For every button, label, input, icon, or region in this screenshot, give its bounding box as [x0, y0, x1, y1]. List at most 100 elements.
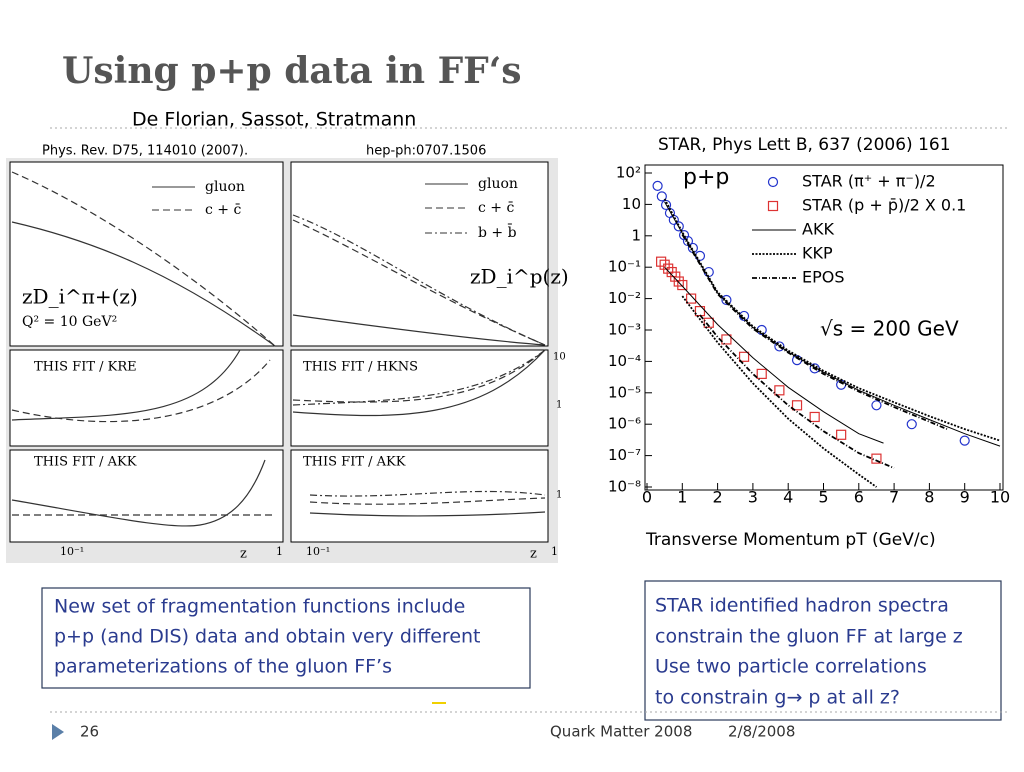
curve — [292, 349, 546, 417]
y-tick-label: 10⁻⁷ — [608, 446, 641, 464]
axis-label: 10 — [553, 352, 566, 363]
reference: Phys. Rev. D75, 114010 (2007). — [42, 144, 248, 159]
curve — [11, 459, 266, 527]
curve — [292, 219, 546, 346]
data-point — [738, 351, 750, 362]
data-point — [721, 294, 732, 306]
axis-label: z — [240, 547, 247, 562]
text-box — [644, 580, 1002, 721]
y-tick-label: 1 — [631, 226, 641, 244]
data-point — [809, 411, 820, 423]
curve — [292, 349, 546, 403]
curve — [292, 314, 546, 346]
text-line: parameterizations of the gluon FF’s — [54, 656, 392, 678]
data-point — [663, 263, 674, 274]
x-tick-label: 8 — [924, 488, 934, 507]
curve — [309, 497, 546, 505]
axis-label: 10⁻¹ — [60, 545, 84, 558]
model-curve — [681, 234, 948, 469]
y-tick-label: 10⁻⁸ — [608, 478, 641, 496]
x-tick-label: 10 — [990, 488, 1010, 507]
legend-label: EPOS — [802, 268, 845, 287]
data-point — [959, 435, 970, 446]
curve — [11, 349, 241, 421]
text-box — [41, 587, 531, 689]
footer-date: 2/8/2008 — [728, 723, 795, 741]
left-figure-labels: gluon c + c̄ gluon c + c̄ b + b̄ zD_i^π+… — [22, 176, 569, 562]
annotation: √s = 200 GeV — [820, 317, 959, 341]
data-point — [652, 180, 663, 191]
legend-label: gluon — [205, 179, 245, 195]
data-point — [656, 256, 667, 267]
panel-label: zD_i^p(z) — [470, 265, 569, 289]
curve — [11, 359, 271, 423]
slide-number: 26 — [80, 723, 99, 741]
data-point — [791, 400, 803, 411]
y-tick-label: 10⁻⁶ — [608, 415, 641, 433]
data-point — [906, 419, 917, 430]
axis-label: 1 — [551, 545, 558, 558]
curve — [292, 214, 546, 346]
axis-label: 1 — [556, 490, 562, 501]
data-point — [774, 385, 785, 396]
legend-marker — [767, 200, 779, 212]
text-line: constrain the gluon FF at large z — [655, 626, 963, 648]
curve — [11, 171, 276, 347]
text-line: p+p (and DIS) data and obtain very diffe… — [54, 626, 481, 648]
x-axis-label: Transverse Momentum pT (GeV/c) — [645, 530, 936, 550]
x-tick-label: 6 — [854, 488, 864, 507]
legend-label: b + b̄ — [478, 223, 517, 241]
legend-label: c + c̄ — [205, 202, 241, 218]
axis-label: 1 — [556, 400, 562, 411]
footer-text: Quark Matter 2008 — [550, 723, 692, 741]
panel — [9, 449, 284, 543]
panel-label: THIS FIT / KRE — [34, 360, 137, 375]
panel — [290, 449, 549, 543]
y-tick-label: 10⁻⁵ — [608, 383, 641, 401]
curve — [309, 511, 546, 517]
data-point — [686, 293, 697, 304]
curve — [309, 490, 546, 497]
axis-label: z — [530, 547, 537, 562]
panel-label: THIS FIT / HKNS — [303, 360, 418, 375]
text-line: Use two particle correlations — [655, 656, 927, 678]
data-point — [721, 334, 732, 345]
authors: De Florian, Sassot, Stratmann — [132, 109, 416, 131]
y-tick-label: 10⁻² — [608, 289, 641, 307]
data-point — [673, 276, 684, 287]
x-tick-label: 9 — [960, 488, 970, 507]
footer-icon — [52, 724, 64, 740]
y-tick-label: 10⁻⁴ — [608, 352, 641, 370]
data-point — [677, 279, 688, 291]
x-tick-label: 1 — [677, 488, 687, 507]
legend-marker — [767, 176, 779, 188]
legend-label: STAR (π⁺ + π⁻)/2 — [802, 172, 936, 191]
y-tick-label: 10² — [616, 164, 641, 182]
data-point — [871, 400, 882, 411]
data-point — [694, 250, 706, 261]
legend-label: AKK — [802, 220, 834, 239]
left-figure — [9, 161, 549, 543]
legend-label: c + c̄ — [478, 200, 514, 216]
data-point — [660, 199, 672, 211]
panel-label: THIS FIT / AKK — [34, 455, 137, 470]
data-point — [774, 341, 785, 352]
panel-label: THIS FIT / AKK — [303, 455, 406, 470]
data-point — [656, 191, 667, 202]
panel-label: zD_i^π+(z) — [22, 285, 138, 309]
reference: STAR, Phys Lett B, 637 (2006) 161 — [658, 135, 951, 155]
data-point — [703, 317, 714, 328]
x-tick-label: 2 — [713, 488, 723, 507]
curve — [11, 221, 276, 347]
data-point — [756, 368, 767, 379]
x-tick-label: 7 — [889, 488, 899, 507]
legend-label: gluon — [478, 176, 518, 192]
data-point — [694, 305, 706, 317]
curve — [292, 349, 546, 406]
title: Using p+p data in FF‘s — [62, 50, 522, 92]
x-tick-label: 4 — [783, 488, 793, 507]
text-line: New set of fragmentation functions inclu… — [54, 596, 465, 618]
y-tick-label: 10⁻³ — [608, 321, 641, 339]
axis-label: 1 — [276, 545, 283, 558]
